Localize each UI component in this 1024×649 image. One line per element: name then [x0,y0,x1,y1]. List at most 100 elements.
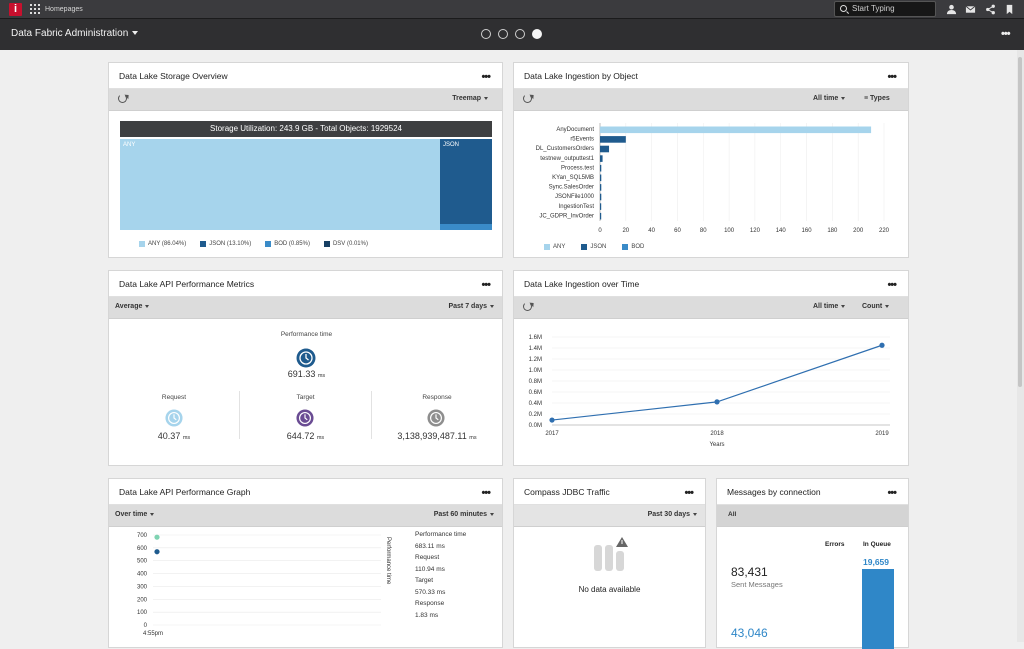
bar [600,145,610,153]
refresh-icon[interactable] [523,94,532,103]
x-tick-label: 120 [750,228,761,234]
stat-label: Performance time [415,531,467,538]
data-point [154,549,160,555]
y-tick-label: 1.0M [529,368,542,374]
panel-title: Data Lake Ingestion over Time [524,279,640,289]
category-label: KYan_SQL5MB [552,175,594,181]
x-tick-label: 100 [724,228,735,234]
performance-scatter-chart: 700 600 500 400 300 200 100 0 4:55pm Performance … [137,533,391,637]
bar [600,126,872,134]
page-dot-3[interactable] [515,29,525,39]
range-dropdown[interactable]: Past 30 days [648,511,697,518]
x-tick-label: 160 [802,228,813,234]
mode-dropdown[interactable]: Over time [115,511,154,518]
legend-item: BOD [622,244,644,250]
stat-value: 683.11 ms [415,542,445,550]
more-actions-icon[interactable]: ••• [887,279,897,291]
more-actions-icon[interactable]: ••• [887,487,897,499]
user-icon[interactable] [946,4,957,15]
panel-title: Data Lake Ingestion by Object [524,71,638,81]
more-actions-icon[interactable]: ••• [684,487,694,499]
bar [600,193,602,201]
stat-label: Target [415,577,434,584]
ingestion-bar-chart: 0 20 40 60 80 100 120 140 160 180 200 220 AnyDocumen… [536,123,890,234]
y-tick-label: 0.2M [529,412,542,418]
x-tick-label: 220 [879,228,890,234]
panel-title: Data Lake API Performance Metrics [119,279,255,289]
bar [600,164,602,172]
more-actions-icon[interactable]: ••• [1001,28,1011,40]
more-actions-icon[interactable]: ••• [887,71,897,83]
time-filter-dropdown[interactable]: All time [813,303,845,310]
perf-label: Performance time [280,331,333,338]
treemap-tile-any[interactable]: ANY [120,139,440,230]
in-queue-header: In Queue [863,541,891,548]
page-dot-4[interactable] [532,29,542,39]
share-icon[interactable] [985,4,996,15]
aggregation-dropdown[interactable]: Average [115,303,149,310]
panel-title: Messages by connection [727,487,821,497]
category-label: JSONFile1000 [555,194,595,200]
measure-dropdown[interactable]: Count [862,303,889,310]
range-dropdown[interactable]: Past 60 minutes [434,511,494,518]
category-label: testnew_outputtest1 [540,156,594,162]
search-input[interactable]: Start Typing [834,1,936,17]
scrollbar-thumb[interactable] [1018,57,1022,387]
message-count-value: 43,046 [731,626,768,640]
ingestion-line-chart: 0.0M 0.2M 0.4M 0.6M 0.8M 1.0M 1.2M 1.4M 1.6M 2017… [529,335,890,448]
top-bar: i Homepages Start Typing [0,0,1024,19]
storage-legend: ANY (86.04%) JSON (13.10%) BOD (0.85%) D… [139,241,368,247]
errors-header: Errors [825,541,845,548]
sent-messages-value: 83,431 [731,565,768,579]
target-clock-icon [296,409,314,427]
refresh-icon[interactable] [523,302,532,311]
range-dropdown[interactable]: Past 7 days [448,303,494,310]
x-tick-label: 180 [827,228,838,234]
y-tick-label: 100 [137,610,148,616]
no-data-message: No data available [578,585,641,594]
treemap-tile-bod[interactable] [440,224,492,230]
performance-stats: Performance time 683.11 ms Request 110.9… [415,529,466,621]
panel-title: Compass JDBC Traffic [524,487,610,497]
data-point [714,399,720,405]
view-dropdown[interactable]: Treemap [452,95,488,102]
storage-overview-panel: Data Lake Storage Overview ••• Treemap St… [108,62,503,258]
homepage-title-dropdown[interactable]: Data Fabric Administration [11,28,139,39]
refresh-icon[interactable] [118,94,127,103]
y-tick-label: 1.4M [529,346,542,352]
more-actions-icon[interactable]: ••• [481,279,491,291]
legend-item: JSON (13.10%) [200,241,251,247]
legend-item: JSON [581,244,606,250]
y-tick-label: 200 [137,597,148,603]
time-filter-dropdown[interactable]: All time [813,95,845,102]
perf-value: 691.33 ms [287,369,326,379]
page-dot-1[interactable] [481,29,491,39]
bar [600,136,626,143]
infor-logo[interactable]: i [9,3,22,16]
data-point [549,417,555,423]
tab-all[interactable]: All [728,511,737,518]
search-placeholder: Start Typing [852,4,895,13]
ingestion-by-object-panel: Data Lake Ingestion by Object ••• All tim… [513,62,909,258]
homepages-link[interactable]: Homepages [45,6,83,13]
page-dot-2[interactable] [498,29,508,39]
y-tick-label: 1.2M [529,357,542,363]
x-tick-label: 20 [622,228,629,234]
y-tick-label: 0.0M [529,423,542,429]
response-clock-icon [427,409,445,427]
stat-value: 110.94 ms [415,565,445,573]
more-actions-icon[interactable]: ••• [481,487,491,499]
bar [600,155,603,162]
stat-value: 1.83 ms [415,611,439,619]
app-launcher-icon[interactable] [30,4,40,14]
y-tick-label: 600 [137,546,148,552]
category-label: r5Events [570,137,594,143]
api-performance-metrics-panel: Data Lake API Performance Metrics ••• Ave… [108,270,503,466]
types-filter-button[interactable]: ≡ Types [864,95,890,102]
request-value: 40.37 ms [157,431,191,441]
request-label: Request [161,394,187,401]
more-actions-icon[interactable]: ••• [481,71,491,83]
bookmark-icon[interactable] [1004,4,1015,15]
mail-icon[interactable] [965,4,976,15]
treemap-tile-json[interactable]: JSON [440,139,492,224]
